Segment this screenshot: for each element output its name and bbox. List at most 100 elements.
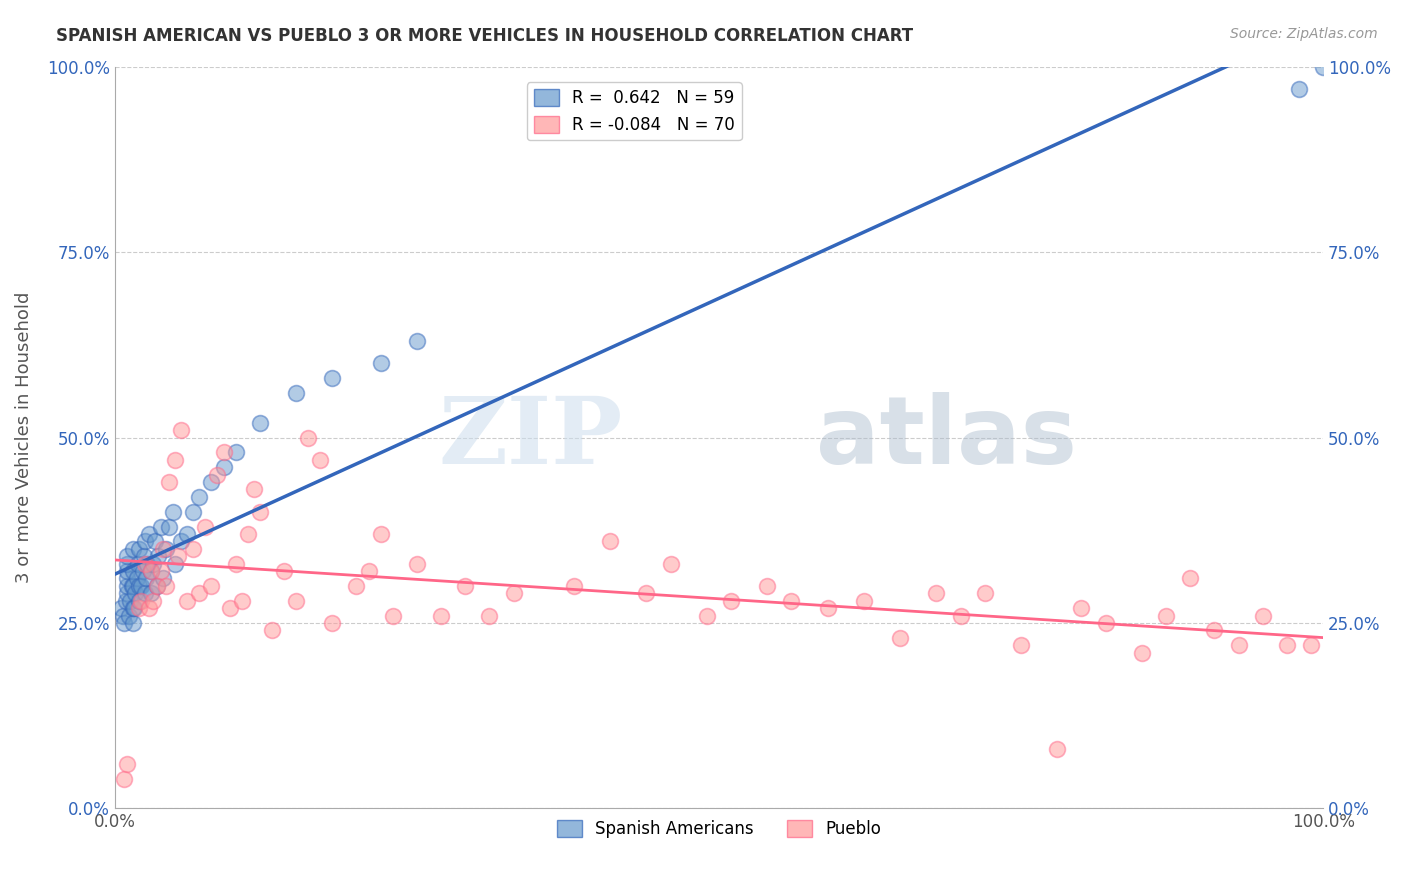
Point xyxy=(852,593,875,607)
Point xyxy=(124,586,146,600)
Text: SPANISH AMERICAN VS PUEBLO 3 OR MORE VEHICLES IN HOUSEHOLD CORRELATION CHART: SPANISH AMERICAN VS PUEBLO 3 OR MORE VEH… xyxy=(56,27,914,45)
Point xyxy=(139,586,162,600)
Point xyxy=(125,572,148,586)
Point xyxy=(1154,608,1177,623)
Point xyxy=(357,564,380,578)
Point xyxy=(200,579,222,593)
Point xyxy=(131,579,153,593)
Point xyxy=(131,593,153,607)
Point xyxy=(149,564,172,578)
Point xyxy=(115,549,138,564)
Point xyxy=(297,430,319,444)
Point xyxy=(146,579,169,593)
Point xyxy=(181,505,204,519)
Point xyxy=(152,541,174,556)
Point xyxy=(949,608,972,623)
Point xyxy=(155,541,177,556)
Point xyxy=(118,608,141,623)
Point xyxy=(720,593,742,607)
Point xyxy=(212,445,235,459)
Point xyxy=(122,601,145,615)
Point xyxy=(599,534,621,549)
Point xyxy=(285,386,308,401)
Point xyxy=(122,564,145,578)
Point xyxy=(121,579,143,593)
Point xyxy=(122,615,145,630)
Text: atlas: atlas xyxy=(815,392,1077,483)
Point xyxy=(114,593,136,607)
Point xyxy=(370,356,392,370)
Point xyxy=(889,631,911,645)
Point xyxy=(115,586,138,600)
Point xyxy=(309,452,332,467)
Point xyxy=(430,608,453,623)
Point xyxy=(148,549,170,564)
Legend: Spanish Americans, Pueblo: Spanish Americans, Pueblo xyxy=(550,814,887,845)
Point xyxy=(112,772,135,786)
Point xyxy=(478,608,501,623)
Point xyxy=(157,519,180,533)
Point xyxy=(110,601,132,615)
Point xyxy=(165,452,187,467)
Point xyxy=(134,557,156,571)
Point xyxy=(170,534,193,549)
Point xyxy=(139,564,162,578)
Point xyxy=(112,608,135,623)
Point xyxy=(1070,601,1092,615)
Point xyxy=(817,601,839,615)
Point xyxy=(1275,638,1298,652)
Point xyxy=(1010,638,1032,652)
Point xyxy=(1130,646,1153,660)
Point xyxy=(152,572,174,586)
Point xyxy=(143,534,166,549)
Point xyxy=(115,557,138,571)
Point xyxy=(242,483,264,497)
Point xyxy=(636,586,658,600)
Point xyxy=(973,586,995,600)
Point xyxy=(249,416,271,430)
Point xyxy=(128,601,150,615)
Point xyxy=(115,564,138,578)
Point xyxy=(132,549,155,564)
Point xyxy=(165,557,187,571)
Point xyxy=(200,475,222,489)
Point xyxy=(925,586,948,600)
Point xyxy=(146,579,169,593)
Point xyxy=(128,593,150,607)
Point xyxy=(1227,638,1250,652)
Point xyxy=(225,445,247,459)
Point xyxy=(285,593,308,607)
Point xyxy=(1204,624,1226,638)
Point xyxy=(225,557,247,571)
Point xyxy=(181,541,204,556)
Point xyxy=(502,586,524,600)
Point xyxy=(780,593,803,607)
Point xyxy=(273,564,295,578)
Point xyxy=(1094,615,1116,630)
Point xyxy=(1288,82,1310,96)
Point xyxy=(756,579,779,593)
Point xyxy=(162,505,184,519)
Point xyxy=(696,608,718,623)
Point xyxy=(188,490,211,504)
Point xyxy=(176,527,198,541)
Point xyxy=(120,593,142,607)
Point xyxy=(1046,742,1069,756)
Point xyxy=(134,586,156,600)
Point xyxy=(454,579,477,593)
Point xyxy=(122,601,145,615)
Point xyxy=(112,615,135,630)
Point xyxy=(1180,572,1202,586)
Point xyxy=(142,557,165,571)
Point xyxy=(128,579,150,593)
Point xyxy=(346,579,368,593)
Text: Source: ZipAtlas.com: Source: ZipAtlas.com xyxy=(1230,27,1378,41)
Point xyxy=(1251,608,1274,623)
Point xyxy=(170,423,193,437)
Point xyxy=(1299,638,1322,652)
Point xyxy=(136,557,159,571)
Point xyxy=(176,593,198,607)
Point xyxy=(370,527,392,541)
Point xyxy=(321,615,343,630)
Point xyxy=(139,564,162,578)
